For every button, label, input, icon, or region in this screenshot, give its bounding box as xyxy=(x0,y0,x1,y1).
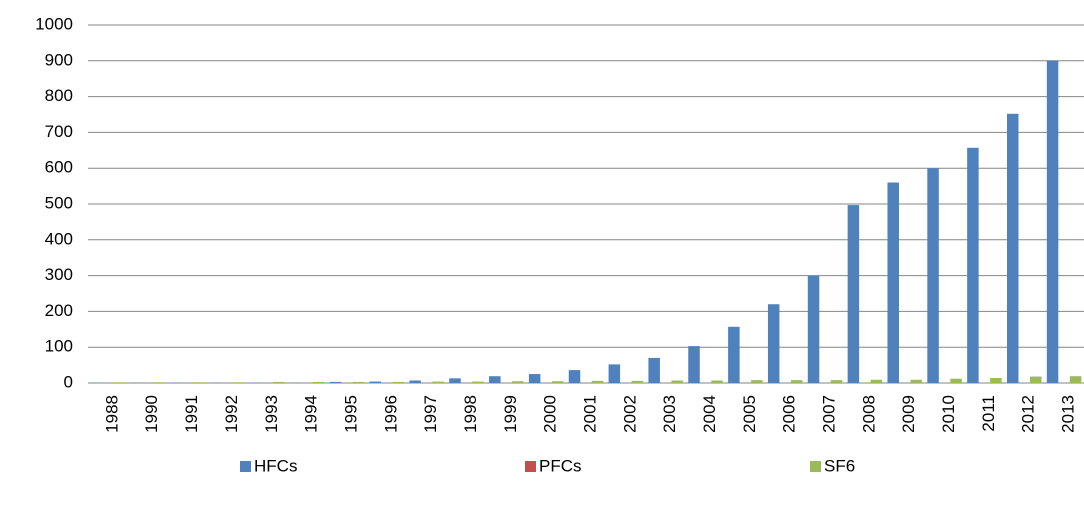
bar xyxy=(830,380,843,383)
bar xyxy=(887,182,899,383)
bar xyxy=(489,376,501,383)
x-tick-label: 2009 xyxy=(899,395,918,433)
bar xyxy=(790,380,803,383)
legend-label: HFCs xyxy=(254,456,297,475)
y-tick-label: 0 xyxy=(64,372,73,391)
bar xyxy=(153,382,166,383)
y-tick-label: 700 xyxy=(45,122,73,141)
bar xyxy=(551,381,564,383)
y-tick-label: 500 xyxy=(45,193,73,212)
bar xyxy=(728,326,740,383)
x-tick-label: 2008 xyxy=(859,395,878,433)
x-tick-label: 2011 xyxy=(979,395,998,432)
bar xyxy=(927,168,939,383)
y-tick-label: 400 xyxy=(45,229,73,248)
x-tick-label: 1992 xyxy=(222,395,241,433)
x-tick-label: 2013 xyxy=(1059,395,1078,433)
bar xyxy=(990,377,1002,383)
x-tick-label: 1995 xyxy=(341,395,360,433)
bar xyxy=(369,381,382,383)
bar xyxy=(847,205,860,383)
x-tick-label: 1991 xyxy=(182,395,201,433)
legend-swatch xyxy=(525,461,536,472)
bar xyxy=(631,380,644,383)
bar xyxy=(671,380,683,383)
y-tick-label: 800 xyxy=(45,86,73,105)
bar xyxy=(870,379,883,383)
x-tick-label: 2010 xyxy=(939,395,958,433)
bar xyxy=(352,381,365,383)
x-tick-label: 2007 xyxy=(820,395,839,433)
legend-swatch xyxy=(810,461,821,472)
bar xyxy=(528,374,541,383)
y-tick-label: 100 xyxy=(45,337,73,356)
x-tick-label: 1999 xyxy=(501,395,520,433)
bar xyxy=(767,304,780,383)
legend-label: PFCs xyxy=(539,456,582,475)
x-tick-label: 2005 xyxy=(740,395,759,433)
bar xyxy=(688,346,700,383)
bar xyxy=(113,382,126,383)
x-tick-label: 1998 xyxy=(461,395,480,433)
x-tick-label: 2012 xyxy=(1019,395,1038,433)
legend-label: SF6 xyxy=(824,456,855,475)
bar xyxy=(512,381,524,383)
y-tick-label: 300 xyxy=(45,265,73,284)
bar xyxy=(950,378,962,383)
bar xyxy=(608,364,621,383)
bar xyxy=(910,379,922,383)
y-tick-label: 200 xyxy=(45,301,73,320)
x-tick-label: 2003 xyxy=(660,395,679,433)
bar xyxy=(472,381,484,383)
bar xyxy=(967,147,979,383)
bar xyxy=(1006,113,1019,383)
y-tick-label: 600 xyxy=(45,158,73,177)
bar xyxy=(432,381,444,383)
bar xyxy=(751,380,763,383)
bar xyxy=(568,370,581,383)
bar xyxy=(233,382,245,383)
bar xyxy=(807,275,820,383)
legend-swatch xyxy=(240,461,251,472)
x-tick-label: 2001 xyxy=(580,395,599,433)
bar xyxy=(193,382,205,383)
bar xyxy=(1046,60,1059,384)
bar xyxy=(449,378,461,383)
bar xyxy=(392,381,405,383)
x-tick-label: 1988 xyxy=(102,395,121,433)
x-tick-label: 2006 xyxy=(780,395,799,433)
x-tick-label: 2000 xyxy=(541,395,560,433)
x-tick-label: 1994 xyxy=(302,395,321,433)
bar xyxy=(591,380,604,383)
bar xyxy=(329,381,342,383)
bar xyxy=(711,380,723,383)
x-tick-label: 1990 xyxy=(142,395,161,433)
x-tick-label: 2004 xyxy=(700,395,719,433)
x-tick-label: 1993 xyxy=(262,395,281,433)
bar xyxy=(312,381,325,383)
x-tick-label: 1997 xyxy=(421,395,440,433)
bar xyxy=(1069,376,1082,383)
x-tick-label: 2002 xyxy=(620,395,639,433)
bar xyxy=(1029,376,1042,383)
x-tick-label: 1996 xyxy=(381,395,400,433)
y-tick-label: 900 xyxy=(45,50,73,69)
bar xyxy=(273,381,285,383)
bar xyxy=(648,357,660,383)
bar xyxy=(409,380,421,383)
y-tick-label: 1000 xyxy=(35,14,73,33)
